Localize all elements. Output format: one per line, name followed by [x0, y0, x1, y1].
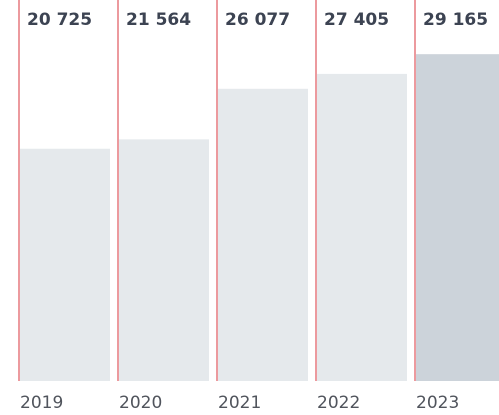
bar — [119, 139, 209, 381]
bar — [416, 54, 499, 381]
x-tick-label: 2023 — [416, 393, 459, 413]
value-label: 20 725 — [27, 10, 92, 30]
value-label: 27 405 — [324, 10, 389, 30]
x-tick-label: 2019 — [20, 393, 63, 413]
bar — [317, 73, 407, 381]
x-tick-label: 2021 — [218, 393, 261, 413]
value-label: 29 165 — [423, 10, 488, 30]
x-tick-label: 2022 — [317, 393, 360, 413]
value-label: 26 077 — [225, 10, 290, 30]
bar — [218, 88, 308, 381]
value-label: 21 564 — [126, 10, 191, 30]
x-tick-label: 2020 — [119, 393, 162, 413]
bar — [20, 148, 110, 381]
